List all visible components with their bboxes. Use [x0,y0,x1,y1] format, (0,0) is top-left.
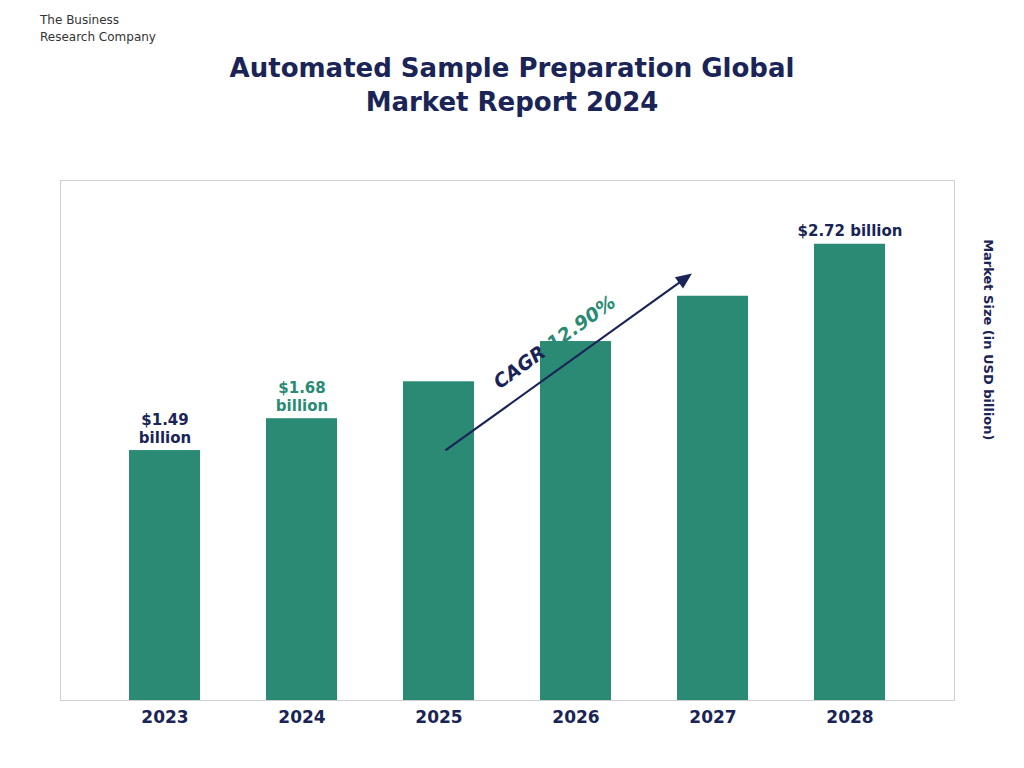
svg-text:2028: 2028 [826,707,873,727]
svg-text:2023: 2023 [141,707,188,727]
html-text:The Business Research Company: The Business Research Company [40,13,156,44]
svg-text:$1.49billion: $1.49billion [139,411,191,446]
svg-text:2027: 2027 [689,707,736,727]
svg-text:CAGR 12.90%: CAGR 12.90% [489,291,619,393]
svg-text:$1.68billion: $1.68billion [276,379,328,414]
svg-text:2026: 2026 [552,707,599,727]
svg-text:2025: 2025 [415,707,462,727]
svg-text:2024: 2024 [278,707,325,727]
svg-text:$2.72 billion: $2.72 billion [798,222,903,240]
html-text:Automated Sample Preparation G: Automated Sample Preparation Global Mark… [229,53,795,117]
svg-text:Market Size (in USD billion): Market Size (in USD billion) [981,239,996,440]
